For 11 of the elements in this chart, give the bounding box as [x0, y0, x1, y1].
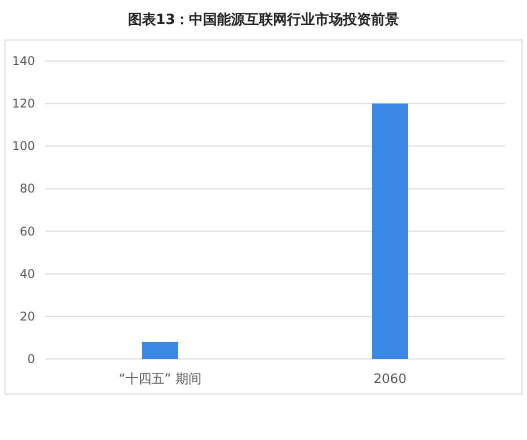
y-tick-label: 80 [20, 182, 35, 196]
y-tick-label: 120 [12, 96, 35, 111]
chart-title: 图表13：中国能源互联网行业市场投资前景 [128, 11, 400, 28]
y-tick-label: 40 [20, 266, 35, 281]
x-tick-label: “十四五” 期间 [118, 372, 202, 387]
y-tick-label: 60 [20, 224, 35, 238]
y-tick-label: 100 [12, 139, 35, 154]
y-tick-label: 0 [27, 352, 35, 366]
y-tick-label: 140 [12, 54, 35, 68]
y-tick-label: 20 [20, 309, 35, 324]
x-tick-label: 2060 [373, 372, 407, 387]
